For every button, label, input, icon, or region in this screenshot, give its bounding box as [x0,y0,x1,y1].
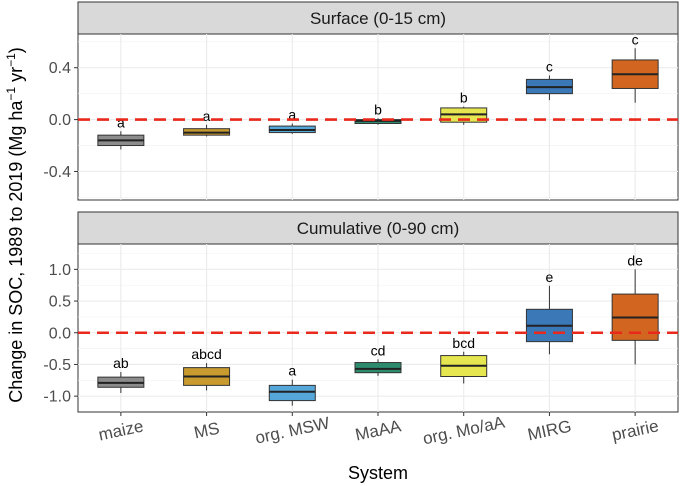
box-ms: a [183,108,231,137]
significance-letter: b [460,90,468,106]
y-axis-surface: -0.4 0.0 0.4 [43,60,78,181]
significance-letter: a [288,363,296,379]
box-org-mo-aa: b [440,90,488,125]
y-axis-title-exp2: −1 [4,53,18,67]
y-tick-label: -0.4 [43,164,71,181]
box-mirg: e [525,269,573,355]
significance-letter: c [632,31,639,47]
y-tick-label: -1.0 [43,389,71,406]
y-axis-title-mid: yr [6,67,26,87]
box-org-msw: a [268,363,316,406]
strip-title-cumulative: Cumulative (0-90 cm) [297,219,460,238]
y-axis-title-end: ) [6,47,26,53]
box-prairie: c [611,31,659,103]
x-tick-label: MIRG [526,417,573,445]
x-axis-title: System [348,463,408,483]
y-axis-title-exp1: −1 [4,87,18,101]
significance-letter: c [546,59,553,75]
box-maaa: cd [354,342,402,376]
strip-cumulative [77,211,679,245]
box-mirg: c [525,59,573,101]
y-tick-label: 0.0 [49,112,71,129]
box-ms: abcd [183,346,231,391]
boxes-surface: a a a b b c c [78,31,678,150]
x-axis: maize MS org. MSW MaAA org. Mo/aA MIRG prairie [97,412,660,448]
box-maize: a [97,114,145,150]
x-tick-label: MS [192,419,221,443]
significance-letter: e [546,269,554,285]
panel-surface: Surface (0-15 cm) a a a b b c c -0.4 0.0 0.4 [43,1,679,201]
box-body [268,384,316,402]
strip-title-surface: Surface (0-15 cm) [310,9,446,28]
y-axis-title: Change in SOC, 1989 to 2019 (Mg ha−1 yr−… [4,47,26,403]
box-body [354,362,402,374]
significance-letter: abcd [191,346,221,362]
significance-letter: de [627,252,643,268]
y-tick-label: 0.4 [49,60,71,77]
box-org-mo-aa: bcd [440,335,488,384]
significance-letter: a [288,106,296,122]
significance-letter: b [374,101,382,117]
x-tick-label: maize [97,416,145,444]
x-tick-label: org. Mo/aA [421,412,507,448]
y-axis-cumulative: -1.0 -0.5 0.0 0.5 1.0 [43,262,78,406]
significance-letter: cd [371,342,386,358]
significance-letter: a [117,114,125,130]
y-tick-label: 1.0 [49,262,71,279]
boxes-cumulative: ab abcd a cd bcd e de [78,252,678,406]
x-tick-label: MaAA [353,416,403,444]
x-tick-label: prairie [610,416,660,444]
significance-letter: a [203,108,211,124]
box-maize: ab [97,355,145,393]
y-tick-label: 0.0 [49,325,71,342]
box-org-msw: a [268,106,316,134]
panel-cumulative: Cumulative (0-90 cm) ab abcd a cd bcd e de -1.… [43,211,679,413]
y-tick-label: 0.5 [49,294,71,311]
y-axis-title-main: Change in SOC, 1989 to 2019 (Mg ha [6,100,26,403]
strip-surface [77,1,679,35]
x-tick-label: org. MSW [253,413,331,447]
y-tick-label: -0.5 [43,357,71,374]
significance-letter: ab [113,355,129,371]
significance-letter: bcd [452,335,475,351]
